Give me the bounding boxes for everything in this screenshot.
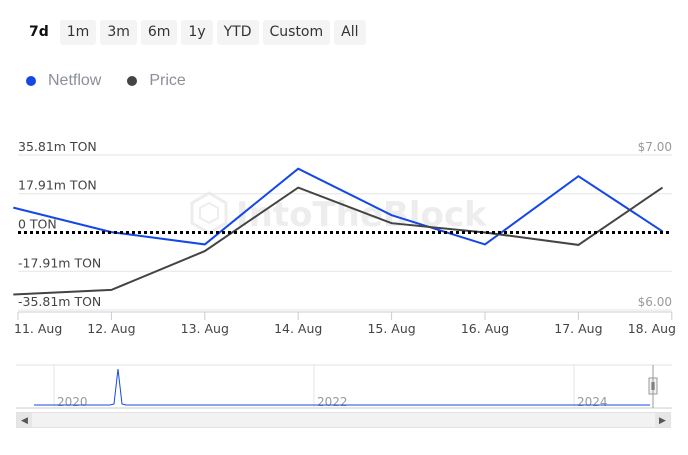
netflow-legend-dot — [26, 76, 36, 86]
navigator-year-label: 2020 — [57, 395, 88, 409]
x-tick-label: 16. Aug — [461, 321, 509, 336]
y-left-tick-label: 0 TON — [18, 217, 57, 232]
range-button-1y[interactable]: 1y — [181, 20, 213, 45]
range-button-1m[interactable]: 1m — [59, 20, 97, 45]
scroll-left-arrow[interactable]: ◀ — [17, 413, 32, 427]
legend-label-netflow: Netflow — [48, 72, 102, 89]
y-left-tick-label: -17.91m TON — [18, 255, 101, 270]
navigator-year-label: 2024 — [577, 395, 608, 409]
x-tick-label: 12. Aug — [87, 321, 135, 336]
navigator-scrollbar[interactable]: ◀ ▶ — [16, 412, 671, 428]
chart-legend: Netflow Price — [26, 72, 186, 90]
legend-label-price: Price — [149, 72, 186, 89]
x-tick-label: 13. Aug — [181, 321, 229, 336]
series-line-price[interactable] — [13, 186, 664, 296]
y-left-tick-label: -35.81m TON — [18, 294, 101, 309]
range-button-3m[interactable]: 3m — [100, 20, 137, 45]
scroll-right-arrow[interactable]: ▶ — [655, 413, 670, 427]
legend-item-netflow[interactable]: Netflow — [26, 72, 101, 90]
y-left-tick-label: 35.81m TON — [18, 139, 97, 154]
y-left-tick-label: 17.91m TON — [18, 178, 97, 193]
x-tick-label: 14. Aug — [274, 321, 322, 336]
range-button-6m[interactable]: 6m — [140, 20, 178, 45]
y-right-tick-label: $6.00 — [638, 295, 672, 309]
x-tick-label: 11. Aug — [14, 321, 62, 336]
x-tick-label: 18. Aug — [628, 321, 676, 336]
range-button-ytd[interactable]: YTD — [216, 20, 259, 45]
range-button-7d[interactable]: 7d — [22, 20, 56, 45]
price-legend-dot — [127, 76, 138, 86]
series-line-netflow[interactable] — [13, 167, 664, 246]
navigator-year-label: 2022 — [317, 395, 348, 409]
navigator-overview-line — [34, 368, 650, 406]
range-selector: 7d 1m 3m 6m 1y YTD Custom All — [22, 20, 366, 45]
x-tick-label: 15. Aug — [367, 321, 415, 336]
y-right-tick-label: $7.00 — [638, 140, 672, 154]
x-tick-label: 17. Aug — [554, 321, 602, 336]
range-button-all[interactable]: All — [334, 20, 366, 45]
range-button-custom[interactable]: Custom — [262, 20, 331, 45]
legend-item-price[interactable]: Price — [127, 72, 186, 90]
